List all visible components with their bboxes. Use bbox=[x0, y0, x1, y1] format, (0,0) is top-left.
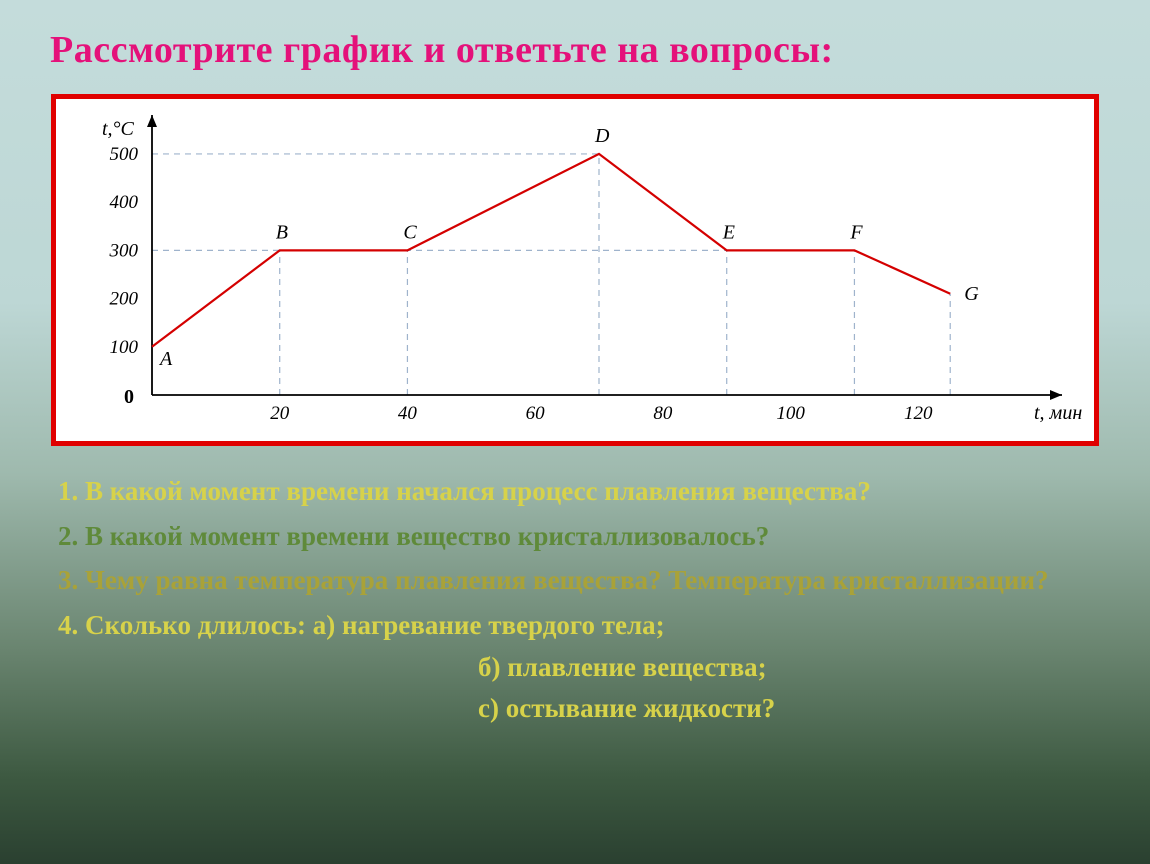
svg-text:100: 100 bbox=[776, 403, 805, 424]
svg-text:G: G bbox=[964, 283, 979, 305]
question-4b: б) плавление вещества; bbox=[58, 652, 1100, 683]
question-2: 2. В какой момент времени вещество крист… bbox=[58, 519, 1100, 554]
svg-text:100: 100 bbox=[110, 337, 139, 358]
svg-text:300: 300 bbox=[109, 240, 139, 261]
svg-text:80: 80 bbox=[653, 403, 673, 424]
question-block: 1. В какой момент времени начался процес… bbox=[50, 474, 1100, 724]
svg-text:t,°C: t,°C bbox=[102, 118, 135, 140]
svg-text:t, мин: t, мин bbox=[1034, 402, 1082, 424]
question-3: 3. Чему равна температура плавления веще… bbox=[58, 563, 1100, 598]
question-1: 1. В какой момент времени начался процес… bbox=[58, 474, 1100, 509]
svg-text:D: D bbox=[594, 125, 610, 147]
svg-text:20: 20 bbox=[270, 403, 290, 424]
svg-text:400: 400 bbox=[110, 192, 139, 213]
svg-text:40: 40 bbox=[398, 403, 418, 424]
chart-frame: 100 200 300 400 500 20 40 60 80 100 120 0 t,°C t, мин… bbox=[51, 94, 1099, 446]
svg-text:C: C bbox=[403, 221, 417, 243]
svg-text:F: F bbox=[849, 221, 863, 243]
svg-text:500: 500 bbox=[110, 144, 139, 165]
svg-text:B: B bbox=[276, 221, 288, 243]
svg-text:A: A bbox=[158, 348, 173, 370]
line-chart: 100 200 300 400 500 20 40 60 80 100 120 0 t,°C t, мин… bbox=[56, 99, 1094, 441]
svg-text:0: 0 bbox=[124, 386, 134, 408]
slide-title: Рассмотрите график и ответьте на вопросы… bbox=[50, 28, 1100, 72]
question-4a: 4. Сколько длилось: а) нагревание твердо… bbox=[58, 608, 1100, 643]
svg-text:E: E bbox=[722, 221, 735, 243]
svg-text:60: 60 bbox=[526, 403, 546, 424]
question-4c: с) остывание жидкости? bbox=[58, 693, 1100, 724]
svg-text:120: 120 bbox=[904, 403, 933, 424]
slide: Рассмотрите график и ответьте на вопросы… bbox=[0, 0, 1150, 864]
svg-text:200: 200 bbox=[110, 289, 139, 310]
